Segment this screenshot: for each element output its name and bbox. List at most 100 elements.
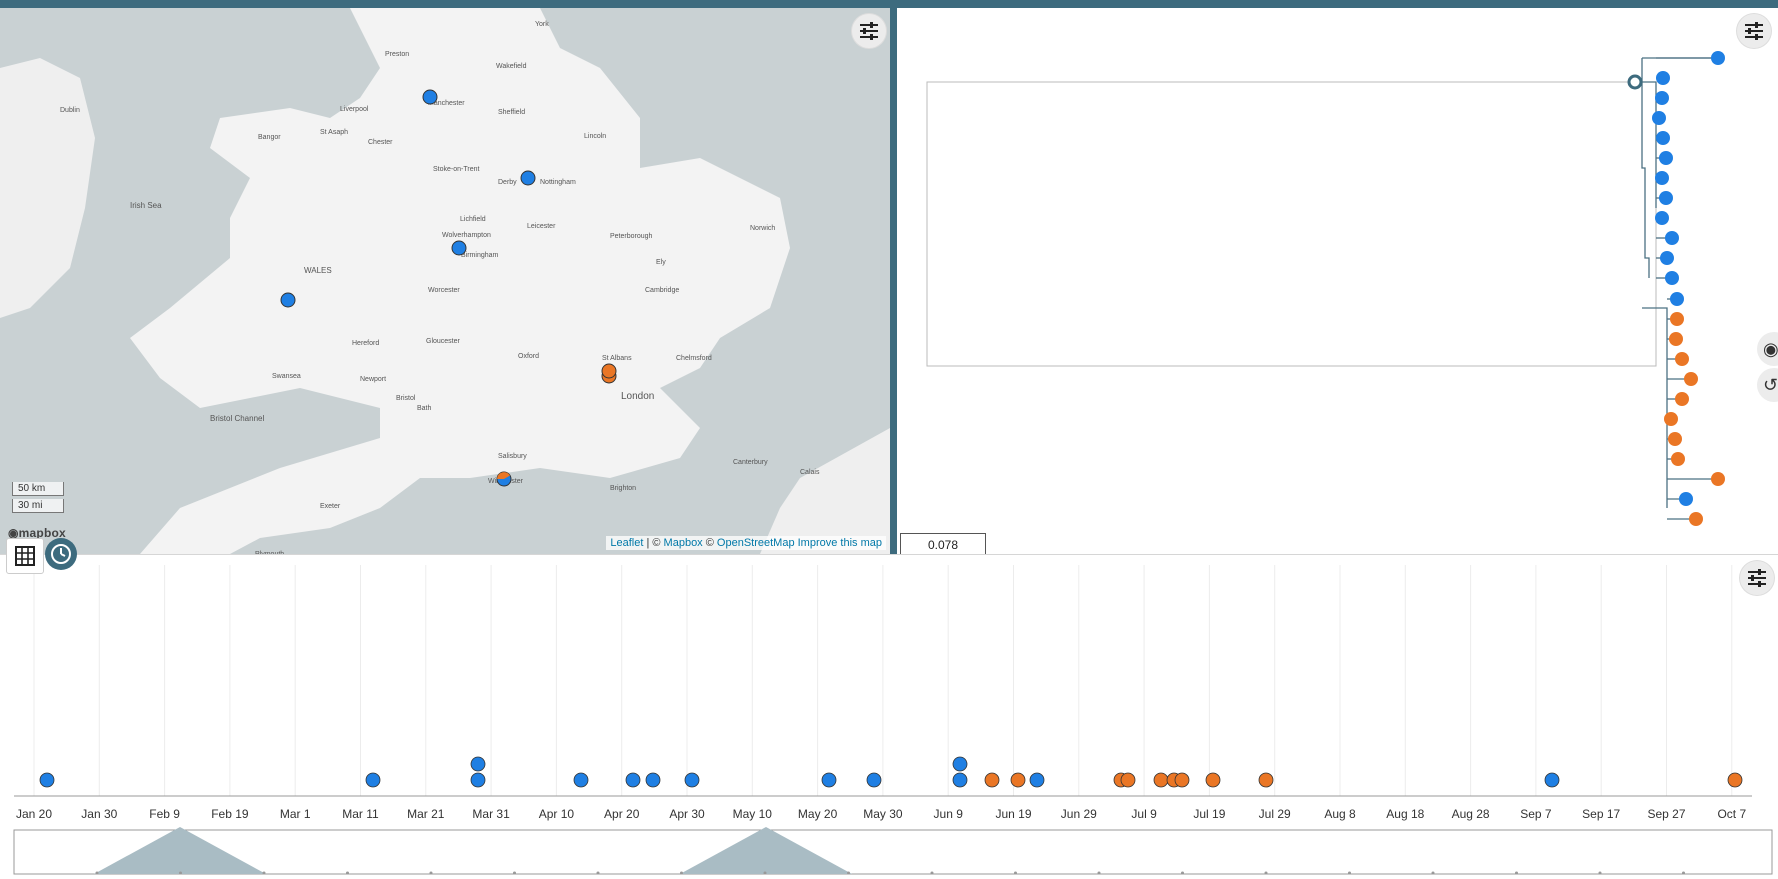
timeline-point[interactable]	[39, 772, 55, 788]
map-marker-slice	[497, 472, 510, 479]
timeline-point[interactable]	[1010, 772, 1026, 788]
timeline-point[interactable]	[365, 772, 381, 788]
timeline-point[interactable]	[984, 772, 1000, 788]
tree-tip[interactable]	[1660, 251, 1674, 265]
timeline-point[interactable]	[866, 772, 882, 788]
brush-tick-dot	[1431, 871, 1435, 875]
tree-tip[interactable]	[1659, 191, 1673, 205]
timeline-point[interactable]	[821, 772, 837, 788]
timeline-tick-label: Aug 18	[1386, 807, 1424, 821]
tree-tip[interactable]	[1655, 171, 1669, 185]
brush-tick-dot	[1181, 871, 1184, 875]
timeline-panel[interactable]: Jan 20 Jan 30 Feb 9 Feb 19 Mar 1 Mar 11 Mar 21…	[0, 554, 1778, 879]
brush-tick-dot	[513, 871, 516, 875]
map-place-label: Wolverhampton	[442, 232, 491, 239]
tree-tip[interactable]	[1656, 71, 1670, 85]
timeline-point[interactable]	[684, 772, 700, 788]
map-place-label: Stoke-on-Trent	[433, 166, 479, 173]
timeline-point[interactable]	[1258, 772, 1274, 788]
map-canvas[interactable]: Dublin Preston York Wakefield Liverpool Manch…	[0, 8, 890, 554]
tree-tip[interactable]	[1659, 151, 1673, 165]
tree-tip[interactable]	[1711, 51, 1725, 65]
timeline-settings-button[interactable]	[1740, 561, 1774, 595]
map-marker[interactable]	[451, 240, 467, 256]
tree-tip[interactable]	[1664, 412, 1678, 426]
timeline-brush[interactable]	[13, 829, 1773, 875]
map-panel[interactable]: Dublin Preston York Wakefield Liverpool Manch…	[0, 8, 890, 554]
map-marker[interactable]	[422, 89, 438, 105]
tree-tip[interactable]	[1665, 271, 1679, 285]
tree-tip[interactable]	[1669, 332, 1683, 346]
tree-tip[interactable]	[1652, 111, 1666, 125]
clock-icon	[51, 544, 71, 564]
timeline-tick-label: Mar 1	[280, 807, 311, 821]
timeline-tick-label: Apr 20	[604, 807, 640, 821]
tree-tip[interactable]	[1668, 432, 1682, 446]
timeline-chart[interactable]: Jan 20 Jan 30 Feb 9 Feb 19 Mar 1 Mar 11 Mar 21…	[0, 555, 1778, 879]
leaflet-link[interactable]: Leaflet	[610, 537, 644, 549]
map-marker[interactable]	[520, 170, 536, 186]
tree-tip[interactable]	[1670, 292, 1684, 306]
tree-tip[interactable]	[1684, 372, 1698, 386]
timeline-point[interactable]	[645, 772, 661, 788]
tree-tip[interactable]	[1675, 392, 1689, 406]
timeline-tick-label: Apr 10	[539, 807, 575, 821]
map-place-label: Bristol Channel	[210, 414, 264, 423]
map-place-label: Derby	[498, 179, 517, 186]
tree-tip[interactable]	[1670, 312, 1684, 326]
tree-tip[interactable]	[1655, 91, 1669, 105]
brush-tick-dot	[1348, 871, 1351, 875]
map-place-label: Exeter	[320, 503, 341, 510]
timeline-point[interactable]	[1727, 772, 1743, 788]
tree-tip[interactable]	[1665, 231, 1679, 245]
timeline-point[interactable]	[625, 772, 641, 788]
improve-map-link[interactable]: Improve this map	[797, 537, 882, 549]
map-place-label: Sheffield	[498, 109, 525, 116]
timeline-point[interactable]	[1153, 772, 1169, 788]
mapbox-link[interactable]: Mapbox	[663, 537, 703, 549]
tree-root-node[interactable]	[1627, 74, 1643, 90]
panel-divider[interactable]	[890, 8, 897, 554]
tree-tip[interactable]	[1711, 472, 1725, 486]
grid-view-button[interactable]	[6, 538, 44, 574]
map-place-label: Salisbury	[498, 453, 527, 460]
timeline-point[interactable]	[470, 756, 486, 772]
tree-panel[interactable]: ◉ ↺ 0.078	[897, 8, 1778, 554]
timeline-point[interactable]	[1205, 772, 1221, 788]
timeline-point[interactable]	[1544, 772, 1560, 788]
timeline-point[interactable]	[1029, 772, 1045, 788]
timeline-point[interactable]	[470, 772, 486, 788]
tree-tip[interactable]	[1656, 131, 1670, 145]
tree-tip[interactable]	[1679, 492, 1693, 506]
timeline-point[interactable]	[952, 756, 968, 772]
tree-tip[interactable]	[1689, 512, 1703, 526]
timeline-point[interactable]	[1174, 772, 1190, 788]
tree-zoom-rect	[926, 81, 1657, 367]
timeline-tick-label: Mar 31	[472, 807, 510, 821]
timeline-point[interactable]	[1120, 772, 1136, 788]
map-settings-button[interactable]	[852, 14, 886, 48]
timeline-tick-label: Jul 19	[1193, 807, 1225, 821]
timeline-point[interactable]	[573, 772, 589, 788]
timeline-toggle-button[interactable]	[45, 538, 77, 570]
history-button[interactable]: ↺	[1757, 368, 1778, 402]
tree-tip[interactable]	[1655, 211, 1669, 225]
visibility-button[interactable]: ◉	[1757, 332, 1778, 366]
mapbox-logo[interactable]: ◉mapbox	[8, 526, 66, 540]
brush-tick-dot	[262, 871, 266, 875]
osm-link[interactable]: OpenStreetMap	[716, 537, 795, 549]
timeline-point[interactable]	[952, 772, 968, 788]
map-place-label: St Albans	[602, 355, 632, 362]
tree-tip[interactable]	[1675, 352, 1689, 366]
scale-km: 50 km	[12, 482, 64, 496]
map-marker[interactable]	[601, 363, 617, 379]
tree-scale-bar: 0.078	[900, 533, 986, 554]
map-marker[interactable]	[280, 292, 296, 308]
brush-tick-dot	[1682, 871, 1685, 875]
map-place-label: Newport	[360, 376, 386, 383]
tree-settings-button[interactable]	[1737, 14, 1771, 48]
timeline-tick-label: Apr 30	[669, 807, 705, 821]
tree-tip[interactable]	[1671, 452, 1685, 466]
phylogenetic-tree[interactable]	[897, 8, 1778, 554]
density-peak	[680, 827, 852, 874]
